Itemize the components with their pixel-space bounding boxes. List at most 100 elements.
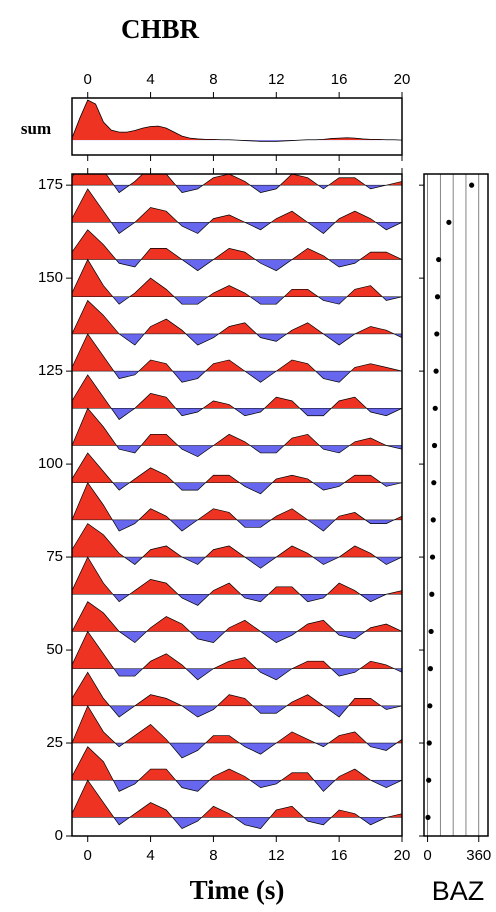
trace-negative	[111, 222, 402, 234]
y-tick-label: 150	[38, 269, 63, 286]
baz-point	[432, 405, 438, 411]
trace-positive	[72, 333, 402, 372]
trace-line	[72, 174, 402, 194]
baz-point	[426, 777, 432, 783]
plot-frame	[71, 173, 403, 837]
trace-negative	[113, 668, 402, 680]
trace-line	[72, 779, 402, 829]
trace-line	[72, 556, 402, 606]
baz-point	[436, 256, 442, 263]
x-tick-label: 16	[331, 847, 348, 864]
trace-line	[72, 374, 402, 420]
baz-point	[425, 814, 431, 821]
baz-point	[429, 591, 435, 597]
x-tick-label: 20	[394, 71, 411, 88]
x-tick-label: 360	[466, 847, 491, 864]
x-tick-label: 0	[84, 71, 92, 88]
trace-line	[72, 705, 402, 759]
baz-point	[434, 331, 440, 337]
y-tick-label: 175	[38, 176, 63, 193]
baz-point	[428, 628, 434, 635]
trace-positive	[72, 229, 402, 260]
trace-negative	[109, 705, 402, 717]
trace-positive	[72, 374, 402, 409]
figure-title: CHBR	[121, 14, 200, 44]
trace-line	[72, 601, 402, 644]
trace-negative	[72, 780, 402, 792]
x-tick-label: 12	[268, 847, 285, 864]
trace-positive	[72, 746, 371, 781]
trace-negative	[116, 445, 402, 457]
baz-point	[430, 517, 436, 523]
traces	[72, 174, 402, 829]
plot-frame	[71, 97, 403, 156]
trace-line	[72, 333, 402, 383]
trace-positive	[72, 174, 402, 186]
x-tick-label: 4	[146, 847, 154, 864]
trace-negative	[112, 519, 395, 532]
trace-line	[72, 630, 402, 681]
trace-positive	[72, 557, 402, 595]
trace-line	[72, 523, 402, 569]
trace-negative	[116, 259, 361, 271]
y-tick-label: 75	[46, 548, 63, 565]
trace-positive	[72, 672, 402, 706]
trace-positive	[72, 601, 402, 632]
trace-positive	[72, 631, 402, 669]
x-tick-label: 4	[146, 71, 154, 88]
trace-positive	[72, 300, 402, 334]
trace-negative	[113, 817, 387, 829]
trace-line	[72, 299, 402, 346]
trace-positive	[72, 452, 402, 483]
y-tick-label: 50	[46, 641, 63, 658]
baz-point	[427, 666, 433, 672]
x-tick-label: 0	[423, 847, 431, 864]
x-tick-label: 0	[84, 847, 92, 864]
trace-line	[72, 229, 402, 272]
baz-point	[469, 182, 475, 188]
x-tick-label: 8	[209, 71, 217, 88]
trace-negative	[119, 333, 402, 346]
x-tick-label: 12	[268, 71, 285, 88]
trace-line	[72, 671, 402, 718]
y-tick-label: 125	[38, 362, 63, 379]
trace-negative	[112, 296, 402, 305]
baz-point	[434, 294, 441, 300]
baz-point	[429, 554, 436, 560]
plot-frame	[423, 173, 489, 837]
sum-trace	[72, 99, 402, 142]
x-tick-label: 16	[331, 71, 348, 88]
trace-negative	[119, 631, 366, 643]
y-tick-label: 25	[46, 734, 63, 751]
x-tick-label: 20	[394, 847, 411, 864]
baz-point	[431, 442, 438, 449]
x-tick-label: 8	[209, 847, 217, 864]
trace-line	[72, 407, 402, 458]
trace-negative	[113, 371, 351, 383]
trace-line	[72, 188, 402, 234]
trace-positive	[72, 188, 402, 223]
trace-positive	[72, 780, 402, 818]
trace-positive	[72, 482, 402, 520]
trace-line	[72, 452, 402, 495]
trace-negative	[113, 185, 387, 193]
baz-point	[446, 219, 452, 225]
baz-point	[426, 740, 432, 746]
baz-label: BAZ	[432, 876, 485, 906]
trace-negative	[112, 594, 387, 606]
sum-positive	[72, 100, 402, 141]
baz-point	[431, 480, 437, 486]
y-tick-label: 100	[38, 455, 63, 472]
trace-negative	[112, 482, 402, 494]
trace-negative	[115, 743, 397, 758]
trace-positive	[72, 259, 402, 297]
trace-line	[72, 746, 402, 792]
sum-line	[72, 99, 402, 142]
x-axis-label: Time (s)	[190, 875, 285, 905]
baz-point	[433, 368, 439, 374]
sum-label: sum	[21, 119, 51, 138]
trace-positive	[72, 408, 402, 446]
trace-negative	[111, 408, 402, 420]
trace-positive	[72, 705, 402, 744]
